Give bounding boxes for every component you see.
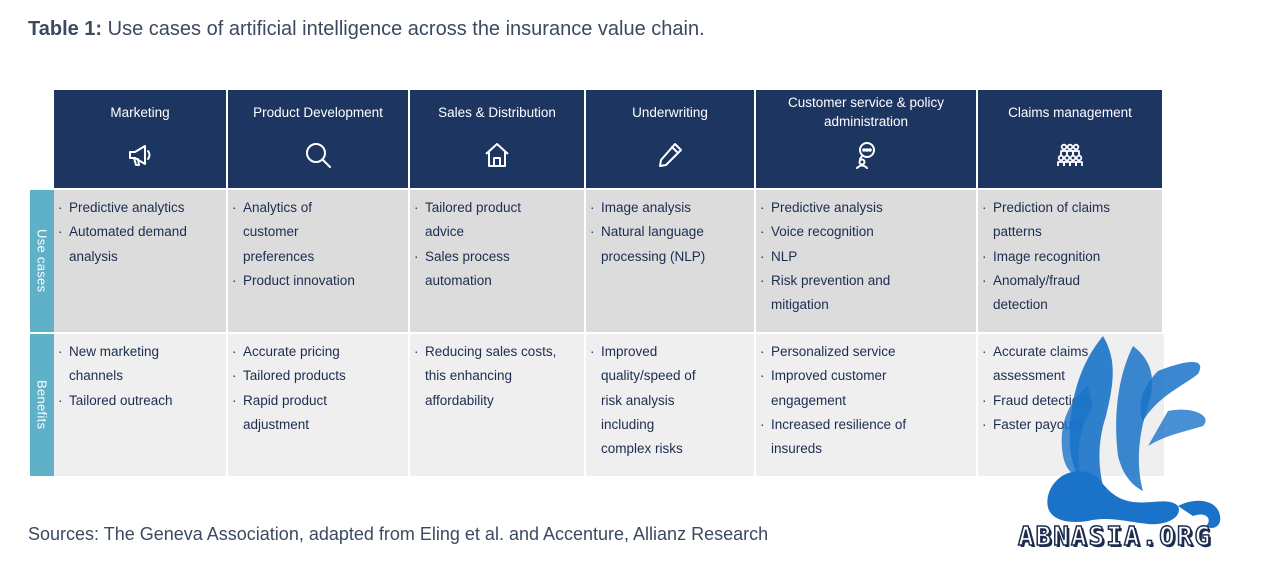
column-header-product-development: Product Development	[228, 90, 410, 188]
table-title-prefix: Table 1:	[28, 18, 103, 40]
list-item: Automated demand analysis	[58, 220, 218, 269]
list-item: NLP	[760, 245, 926, 270]
column-header-label: Marketing	[110, 104, 170, 120]
list-item: New marketing channels	[58, 340, 176, 389]
list-item: Anomaly/fraud detection	[982, 269, 1132, 318]
chat-person-icon	[849, 138, 883, 172]
list-item: Image analysis	[590, 196, 724, 221]
use-cases-cell-marketing: Predictive analytics Automated demand an…	[54, 188, 228, 332]
column-header-label: Sales & Distribution	[438, 104, 556, 120]
list-item: Faster payouts	[982, 413, 1124, 438]
list-item: Tailored outreach	[58, 389, 176, 414]
list-item: Rapid product adjustment	[232, 389, 358, 438]
list-item: Prediction of claims patterns	[982, 196, 1132, 245]
watermark-logo-icon	[1047, 336, 1221, 528]
list-item: Personalized service	[760, 340, 916, 365]
list-item: Tailored products	[232, 364, 358, 389]
megaphone-icon	[123, 138, 157, 172]
list-item: Accurate claims assessment	[982, 340, 1124, 389]
pen-icon	[653, 138, 687, 172]
row-label-text: Benefits	[34, 380, 50, 430]
benefits-cell-customer-service: Personalized service Improved customer e…	[756, 332, 978, 476]
benefits-cell-product-development: Accurate pricing Tailored products Rapid…	[228, 332, 410, 476]
list-item: Natural language processing (NLP)	[590, 220, 724, 269]
column-header-label: Claims management	[1008, 104, 1132, 120]
list-item: Analytics of customer preferences	[232, 196, 360, 269]
list-item: Risk prevention and mitigation	[760, 269, 926, 318]
list-item: Increased resilience of insureds	[760, 413, 916, 462]
use-cases-cell-underwriting: Image analysis Natural language processi…	[586, 188, 756, 332]
list-item: Tailored product advice	[414, 196, 544, 245]
list-item: Reducing sales costs, this enhancing aff…	[414, 340, 560, 413]
column-header-label: Product Development	[253, 104, 383, 120]
row-label-benefits: Benefits	[30, 332, 54, 476]
group-icon	[1053, 138, 1087, 172]
use-cases-cell-claims-management: Prediction of claims patterns Image reco…	[978, 188, 1164, 332]
list-item: Voice recognition	[760, 220, 926, 245]
column-header-label: Underwriting	[632, 104, 708, 120]
column-header-customer-service: Customer service & policy administration	[756, 90, 978, 188]
list-item: Accurate pricing	[232, 340, 358, 365]
magnifier-icon	[301, 138, 335, 172]
column-header-label: Customer service & policy administration	[787, 95, 945, 129]
column-header-underwriting: Underwriting	[586, 90, 756, 188]
column-header-sales-distribution: Sales & Distribution	[410, 90, 586, 188]
list-item: Predictive analysis	[760, 196, 926, 221]
value-chain-table: Marketing Product Development Sales & Di…	[30, 90, 1164, 476]
list-item: Fraud detection	[982, 389, 1124, 414]
column-header-marketing: Marketing	[54, 90, 228, 188]
table-title-text: Use cases of artificial intelligence acr…	[107, 18, 705, 40]
table-title: Table 1: Use cases of artificial intelli…	[28, 18, 705, 41]
benefits-cell-marketing: New marketing channels Tailored outreach	[54, 332, 228, 476]
row-label-use-cases: Use cases	[30, 188, 54, 332]
list-item: Product innovation	[232, 269, 360, 294]
use-cases-cell-product-development: Analytics of customer preferences Produc…	[228, 188, 410, 332]
list-item: Predictive analytics	[58, 196, 218, 221]
benefits-cell-underwriting: Improved quality/speed of risk analysis …	[586, 332, 756, 476]
table-corner	[30, 90, 54, 188]
use-cases-cell-customer-service: Predictive analysis Voice recognition NL…	[756, 188, 978, 332]
row-label-text: Use cases	[34, 229, 50, 293]
use-cases-cell-sales-distribution: Tailored product advice Sales process au…	[410, 188, 586, 332]
list-item: Improved customer engagement	[760, 364, 916, 413]
list-item: Improved quality/speed of risk analysis …	[590, 340, 702, 461]
column-header-claims-management: Claims management	[978, 90, 1164, 188]
watermark-text: ABNASIA.ORG	[1017, 521, 1213, 553]
list-item: Sales process automation	[414, 245, 544, 294]
source-note: Sources: The Geneva Association, adapted…	[28, 524, 769, 544]
benefits-cell-sales-distribution: Reducing sales costs, this enhancing aff…	[410, 332, 586, 476]
list-item: Image recognition	[982, 245, 1132, 270]
house-icon	[480, 138, 514, 172]
